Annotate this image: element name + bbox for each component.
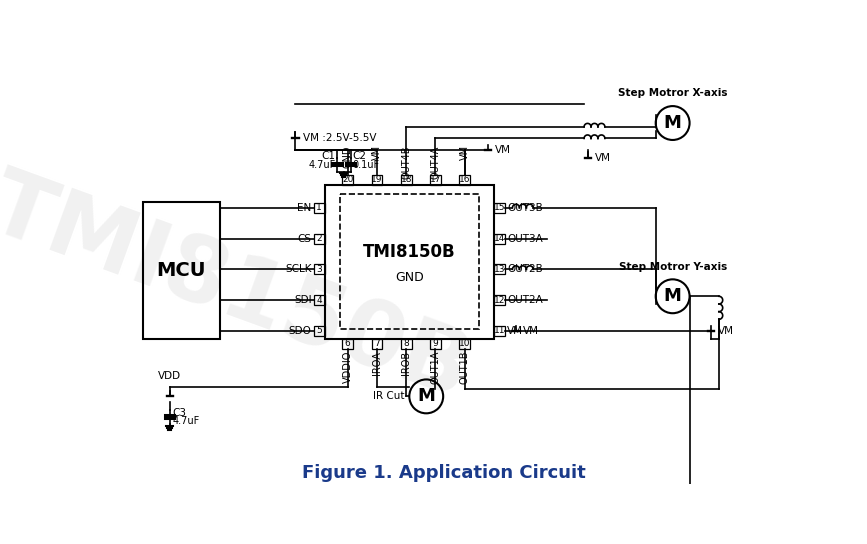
Text: 18: 18 (401, 175, 412, 184)
Bar (143, 202, 220, 339)
Text: VM :2.5V-5.5V: VM :2.5V-5.5V (303, 133, 376, 144)
Text: IROA: IROA (372, 351, 382, 375)
Text: OUT2B: OUT2B (507, 264, 543, 274)
Text: TMI8150B: TMI8150B (0, 161, 482, 416)
Text: VM: VM (507, 326, 523, 336)
Text: M: M (664, 114, 681, 132)
Text: 10: 10 (459, 339, 471, 348)
Text: 7: 7 (374, 339, 380, 348)
Text: VM: VM (595, 153, 611, 163)
Bar (314, 233, 324, 244)
Text: 19: 19 (371, 175, 382, 184)
Text: SCLK: SCLK (285, 264, 311, 274)
Bar (314, 264, 324, 274)
Text: 11: 11 (493, 326, 505, 336)
Text: CS: CS (297, 233, 311, 244)
Text: OUT2A: OUT2A (507, 295, 543, 305)
Text: OUT4A: OUT4A (431, 145, 440, 179)
Text: MCU: MCU (157, 261, 206, 280)
Text: 4.7uF: 4.7uF (308, 160, 336, 170)
Text: 2: 2 (316, 234, 322, 243)
Text: 14: 14 (493, 234, 505, 243)
Bar (314, 326, 324, 336)
Text: GND: GND (342, 145, 353, 168)
Text: VM: VM (524, 326, 539, 336)
Text: 15: 15 (493, 203, 505, 212)
Bar (494, 326, 505, 336)
Text: C2: C2 (352, 151, 367, 161)
Text: OUT1B: OUT1B (460, 351, 470, 385)
Text: IR Cut: IR Cut (373, 391, 405, 401)
Text: 6: 6 (345, 339, 350, 348)
Bar (342, 175, 353, 184)
Text: Figure 1. Application Circuit: Figure 1. Application Circuit (303, 465, 586, 483)
Text: EN: EN (297, 203, 311, 213)
Bar (494, 203, 505, 213)
Text: TMI8150B: TMI8150B (363, 243, 456, 261)
Bar (430, 175, 441, 184)
Text: 0.1uF: 0.1uF (352, 160, 380, 170)
Bar (401, 338, 412, 349)
Text: 4: 4 (316, 295, 322, 305)
Text: M: M (417, 387, 435, 405)
Text: C1: C1 (322, 151, 336, 161)
Text: 17: 17 (430, 175, 441, 184)
Text: VDD: VDD (159, 371, 181, 381)
Bar (401, 175, 412, 184)
Text: OUT4B: OUT4B (401, 145, 411, 179)
Text: Step Motror Y-axis: Step Motror Y-axis (618, 262, 727, 271)
Bar (372, 175, 382, 184)
Text: VM: VM (718, 326, 734, 336)
Bar (340, 194, 479, 329)
Text: C3: C3 (173, 407, 186, 418)
Text: Step Motror X-axis: Step Motror X-axis (618, 88, 727, 98)
Text: 4.7uF: 4.7uF (173, 416, 199, 426)
Text: OUT3B: OUT3B (507, 203, 543, 213)
Text: 16: 16 (459, 175, 471, 184)
Text: SDO: SDO (289, 326, 311, 336)
Bar (372, 338, 382, 349)
Text: 1: 1 (316, 203, 322, 212)
Text: 3: 3 (316, 265, 322, 274)
Bar (430, 338, 441, 349)
Text: OUT1A: OUT1A (431, 351, 440, 384)
Bar (494, 233, 505, 244)
Bar (342, 338, 353, 349)
Bar (494, 295, 505, 305)
Bar (314, 295, 324, 305)
Text: VM: VM (460, 145, 470, 160)
Bar (494, 264, 505, 274)
Text: VM: VM (372, 145, 382, 160)
Text: M: M (664, 287, 681, 305)
Text: GND: GND (395, 270, 424, 283)
Text: OUT3A: OUT3A (507, 233, 543, 244)
Bar (460, 175, 470, 184)
Text: IROB: IROB (401, 351, 411, 375)
Text: 13: 13 (493, 265, 505, 274)
Text: 9: 9 (433, 339, 439, 348)
Text: 5: 5 (316, 326, 322, 336)
Text: SDI: SDI (294, 295, 311, 305)
Text: 8: 8 (403, 339, 409, 348)
Text: 12: 12 (493, 295, 505, 305)
Bar (314, 203, 324, 213)
Bar (324, 184, 494, 338)
Text: VDDIO: VDDIO (342, 351, 353, 384)
Bar (460, 338, 470, 349)
Text: VM: VM (495, 145, 511, 155)
Text: 20: 20 (342, 175, 354, 184)
